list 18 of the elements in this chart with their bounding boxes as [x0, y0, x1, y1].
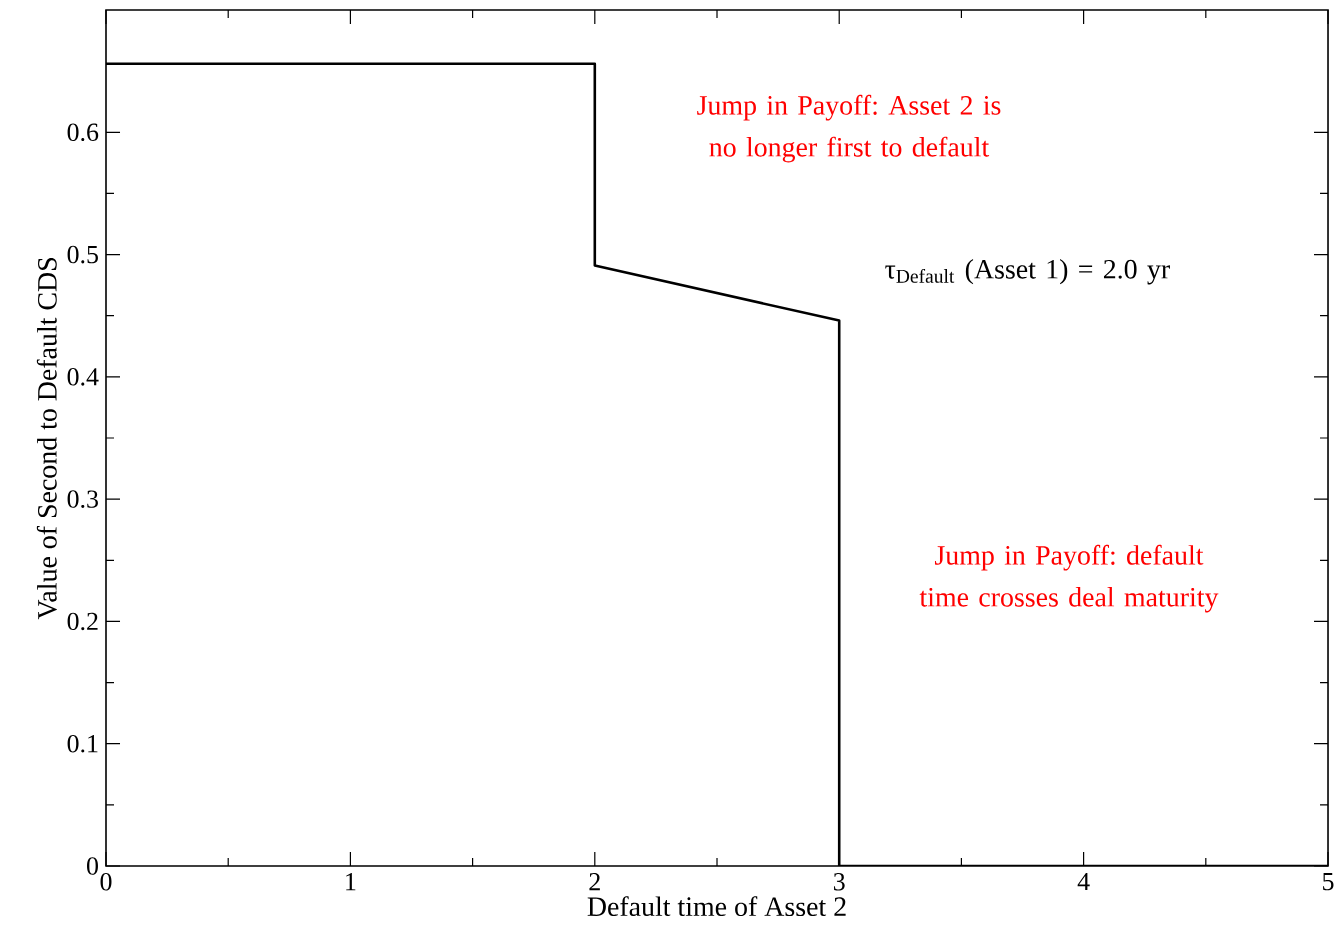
- y-tick-label: 0.5: [67, 245, 98, 264]
- y-tick-label: 0.4: [67, 368, 99, 386]
- annotation: Jump in Payoff: Asset 2 is no longer first to default: [697, 94, 1001, 163]
- x-tick-label: 2: [589, 873, 600, 891]
- x-tick-label: 1: [346, 873, 356, 891]
- y-tick-label: 0.6: [67, 123, 99, 142]
- y-axis-title: Value of Second to Default CDS: [36, 258, 57, 620]
- y-tick-label: 0.2: [67, 612, 98, 631]
- y-tick-label: 0.3: [67, 490, 98, 508]
- annotation: τ$_{Default}$ (Asset 1) = 2.0 yr: [885, 258, 1170, 285]
- annotation: Jump in Payoff: default time crosses deal maturity: [919, 544, 1219, 613]
- x-tick-label: 4: [1077, 873, 1090, 891]
- x-tick-label: 5: [1323, 873, 1334, 891]
- x-tick-label: 3: [833, 873, 845, 891]
- x-axis-title: Default time of Asset 2: [587, 896, 846, 917]
- x-tick-label: 0: [100, 873, 112, 891]
- y-tick-label: 0.1: [67, 734, 98, 753]
- y-tick-label: 0: [87, 857, 98, 875]
